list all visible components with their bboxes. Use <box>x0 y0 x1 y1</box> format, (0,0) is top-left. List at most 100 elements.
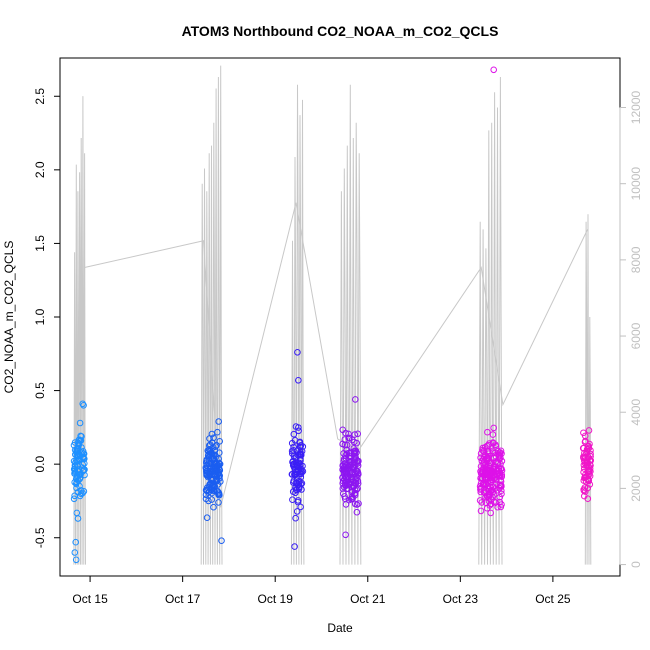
data-point <box>205 497 212 505</box>
data-point <box>343 441 351 449</box>
data-point <box>214 428 221 436</box>
data-point-outlier <box>80 402 87 409</box>
data-point <box>581 484 589 491</box>
data-point <box>297 448 304 456</box>
data-point-outlier <box>490 66 498 74</box>
data-point <box>206 446 213 453</box>
right-tick-label: 0 <box>629 561 643 568</box>
data-point <box>498 473 506 481</box>
right-tick-label: 12000 <box>629 91 643 125</box>
data-point <box>80 466 88 474</box>
data-point <box>498 465 505 473</box>
data-point <box>206 435 213 442</box>
data-point <box>587 456 594 464</box>
data-point <box>207 450 214 458</box>
series-4 <box>339 396 362 539</box>
data-point <box>581 474 588 482</box>
data-point <box>496 493 504 501</box>
data-point <box>585 471 593 478</box>
data-point <box>348 436 356 444</box>
y-tick-label: 0.0 <box>33 455 47 472</box>
data-point-outlier <box>215 418 222 425</box>
data-point <box>215 499 222 506</box>
data-point <box>492 475 500 483</box>
data-point <box>74 445 81 453</box>
data-point <box>354 460 361 467</box>
data-point <box>341 468 349 475</box>
data-point <box>77 432 84 440</box>
data-point <box>586 481 594 488</box>
data-point <box>78 444 85 451</box>
altitude-flight-trace-5 <box>478 76 503 565</box>
axes: -0.5 0.0 0.5 1.0 1.5 2.0 2.5 Oct 15 Oct 17 Oct 19… <box>33 88 643 606</box>
data-point <box>73 509 81 517</box>
data-point <box>581 488 589 495</box>
data-point <box>71 479 78 486</box>
data-point <box>292 423 300 430</box>
y-tick-label: -0.5 <box>33 527 47 548</box>
data-point <box>215 472 223 480</box>
data-point <box>490 424 498 432</box>
data-point <box>497 503 505 511</box>
data-point <box>207 441 214 449</box>
data-point <box>585 427 593 434</box>
data-point <box>204 463 211 471</box>
data-point <box>203 456 211 464</box>
data-point <box>291 471 299 479</box>
altitude-flight-trace-4 <box>339 84 362 565</box>
data-point-outlier <box>291 543 298 550</box>
data-point <box>210 503 217 511</box>
data-point <box>480 456 487 463</box>
data-point <box>494 459 501 467</box>
data-point <box>289 457 297 465</box>
data-point <box>490 440 497 447</box>
data-point <box>288 447 296 455</box>
data-point <box>347 461 355 469</box>
data-point-outlier <box>342 531 349 539</box>
data-point <box>210 456 217 463</box>
data-point <box>587 453 594 460</box>
data-point-outlier <box>71 549 79 556</box>
right-tick-label: 10000 <box>629 167 643 201</box>
data-point <box>351 431 359 438</box>
y-tick-label: 1.5 <box>33 235 47 252</box>
data-point <box>72 459 79 466</box>
data-point <box>484 448 491 456</box>
data-point <box>297 451 305 459</box>
data-point <box>349 488 356 495</box>
data-point <box>76 436 83 444</box>
data-point <box>290 463 298 471</box>
data-point-outlier <box>218 537 225 545</box>
data-point <box>477 507 485 515</box>
data-point <box>582 437 589 445</box>
chart-title: ATOM3 Northbound CO2_NOAA_m_CO2_QCLS <box>182 23 499 39</box>
data-point <box>206 481 214 489</box>
data-point-outlier <box>72 556 80 564</box>
data-point <box>482 493 489 501</box>
data-point <box>353 508 361 516</box>
data-point <box>484 478 491 486</box>
y-axis-label: CO2_NOAA_m_CO2_QCLS <box>2 241 16 394</box>
series-2 <box>202 418 225 545</box>
data-point <box>490 483 497 490</box>
data-point <box>580 454 588 462</box>
data-point <box>293 508 301 515</box>
altitude-flight-trace-3 <box>290 84 305 565</box>
data-point <box>340 457 348 465</box>
data-point <box>210 434 217 442</box>
data-point <box>299 443 307 450</box>
data-point <box>583 447 591 455</box>
data-point-outlier <box>352 396 359 403</box>
y-tick-label: 2.0 <box>33 161 47 178</box>
data-point <box>581 492 588 500</box>
data-point <box>484 472 492 479</box>
right-tick-label: 6000 <box>629 322 643 349</box>
data-point <box>477 480 485 487</box>
data-point <box>81 460 88 467</box>
data-point <box>292 489 299 497</box>
data-point <box>213 476 221 484</box>
data-point <box>292 514 299 522</box>
series-5 <box>476 66 506 517</box>
data-point <box>485 497 493 505</box>
